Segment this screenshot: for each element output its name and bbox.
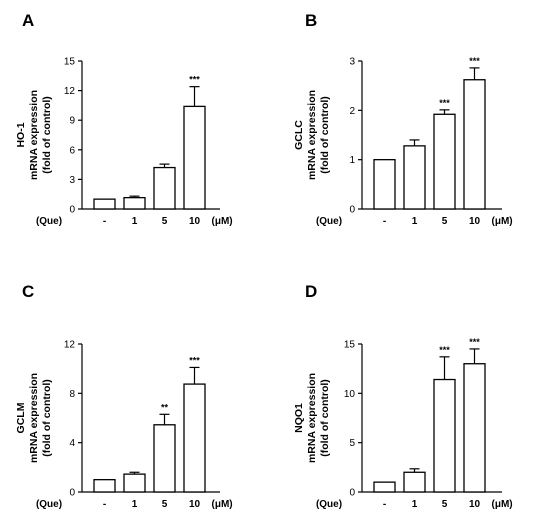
significance-label: ***: [469, 337, 480, 347]
x-tick-label: -: [383, 499, 386, 510]
y-tick-label: 3: [349, 57, 355, 68]
panel-letter: D: [305, 282, 317, 301]
y-tick-label: 0: [349, 205, 355, 216]
y-tick-label: 10: [344, 389, 356, 400]
panel-letter: B: [305, 11, 317, 30]
x-tick-label: -: [383, 216, 386, 227]
y-tick-label: 9: [69, 116, 75, 127]
bar: [403, 145, 426, 210]
y-axis-label-line: mRNA expression: [306, 373, 318, 463]
chart-panel-b: B GCLC mRNA expression (fold of control) 0 1 2…: [293, 11, 513, 227]
bar: [403, 471, 426, 493]
x-tick-label: 5: [162, 499, 168, 510]
chart-panel-a: A HO-1 mRNA expression (fold of control) 0 3 6…: [15, 11, 233, 227]
panel-letter: C: [22, 282, 34, 301]
y-axis-label-line: GCLC: [293, 120, 305, 150]
x-tick-label: -: [103, 216, 106, 227]
y-tick-label: 1: [349, 155, 355, 166]
x-tick-label: 10: [469, 216, 481, 227]
x-tick-label: 10: [469, 499, 481, 510]
bar: [183, 383, 206, 493]
x-prefix-label: (Que): [316, 216, 342, 227]
x-unit-label: (μM): [212, 216, 233, 227]
x-tick-label: 1: [132, 216, 138, 227]
significance-label: ***: [189, 75, 200, 85]
bar: [183, 105, 206, 210]
significance-label: ***: [189, 355, 200, 365]
y-tick-label: 3: [69, 175, 75, 186]
bar: [433, 113, 456, 210]
y-axis-label-line: NQO1: [293, 403, 305, 433]
x-tick-label: -: [103, 499, 106, 510]
x-tick-label: 5: [162, 216, 168, 227]
bar: [463, 363, 486, 493]
y-axis-label-line: mRNA expression: [306, 90, 318, 180]
x-prefix-label: (Que): [316, 499, 342, 510]
bar: [123, 473, 146, 493]
x-tick-label: 10: [189, 216, 201, 227]
x-unit-label: (μM): [492, 216, 513, 227]
y-tick-label: 0: [69, 488, 75, 499]
y-axis-label-line: mRNA expression: [28, 90, 40, 180]
bar: [433, 378, 456, 493]
y-axis-label-line: GCLM: [15, 402, 27, 433]
bar: [373, 481, 396, 493]
bar: [373, 159, 396, 210]
chart-panel-d: D NQO1 mRNA expression (fold of control) 0 5 1…: [293, 282, 513, 510]
bar: [123, 197, 146, 210]
x-tick-label: 1: [412, 499, 418, 510]
y-axis-label-line: (fold of control): [319, 96, 331, 174]
bar: [153, 166, 176, 210]
x-tick-label: 5: [442, 499, 448, 510]
x-tick-label: 5: [442, 216, 448, 227]
y-axis-label-line: (fold of control): [319, 379, 331, 457]
x-prefix-label: (Que): [36, 499, 62, 510]
y-tick-label: 0: [69, 205, 75, 216]
y-tick-label: 8: [69, 389, 75, 400]
y-tick-label: 12: [64, 340, 76, 351]
y-tick-label: 2: [349, 106, 355, 117]
panel-letter: A: [22, 11, 34, 30]
x-tick-label: 10: [189, 499, 201, 510]
significance-label: ***: [439, 98, 450, 108]
bar: [153, 424, 176, 493]
y-tick-label: 12: [64, 86, 76, 97]
chart-panel-c: C GCLM mRNA expression (fold of control) 0 4 8…: [15, 282, 233, 510]
y-tick-label: 15: [344, 340, 356, 351]
y-tick-label: 5: [349, 438, 355, 449]
x-tick-label: 1: [132, 499, 138, 510]
x-unit-label: (μM): [492, 499, 513, 510]
y-tick-label: 4: [69, 438, 75, 449]
bar: [93, 198, 116, 210]
y-axis-label-line: HO-1: [15, 122, 27, 147]
bar: [463, 79, 486, 210]
y-tick-label: 0: [349, 488, 355, 499]
significance-label: ***: [469, 56, 480, 66]
y-axis-label-line: (fold of control): [41, 379, 53, 457]
x-unit-label: (μM): [212, 499, 233, 510]
x-tick-label: 1: [412, 216, 418, 227]
y-axis-label-line: mRNA expression: [28, 373, 40, 463]
significance-label: ***: [439, 345, 450, 355]
y-axis-label-line: (fold of control): [41, 96, 53, 174]
y-tick-label: 15: [64, 57, 76, 68]
bar: [93, 479, 116, 493]
y-tick-label: 6: [69, 145, 75, 156]
significance-label: **: [161, 402, 169, 412]
x-prefix-label: (Que): [36, 216, 62, 227]
